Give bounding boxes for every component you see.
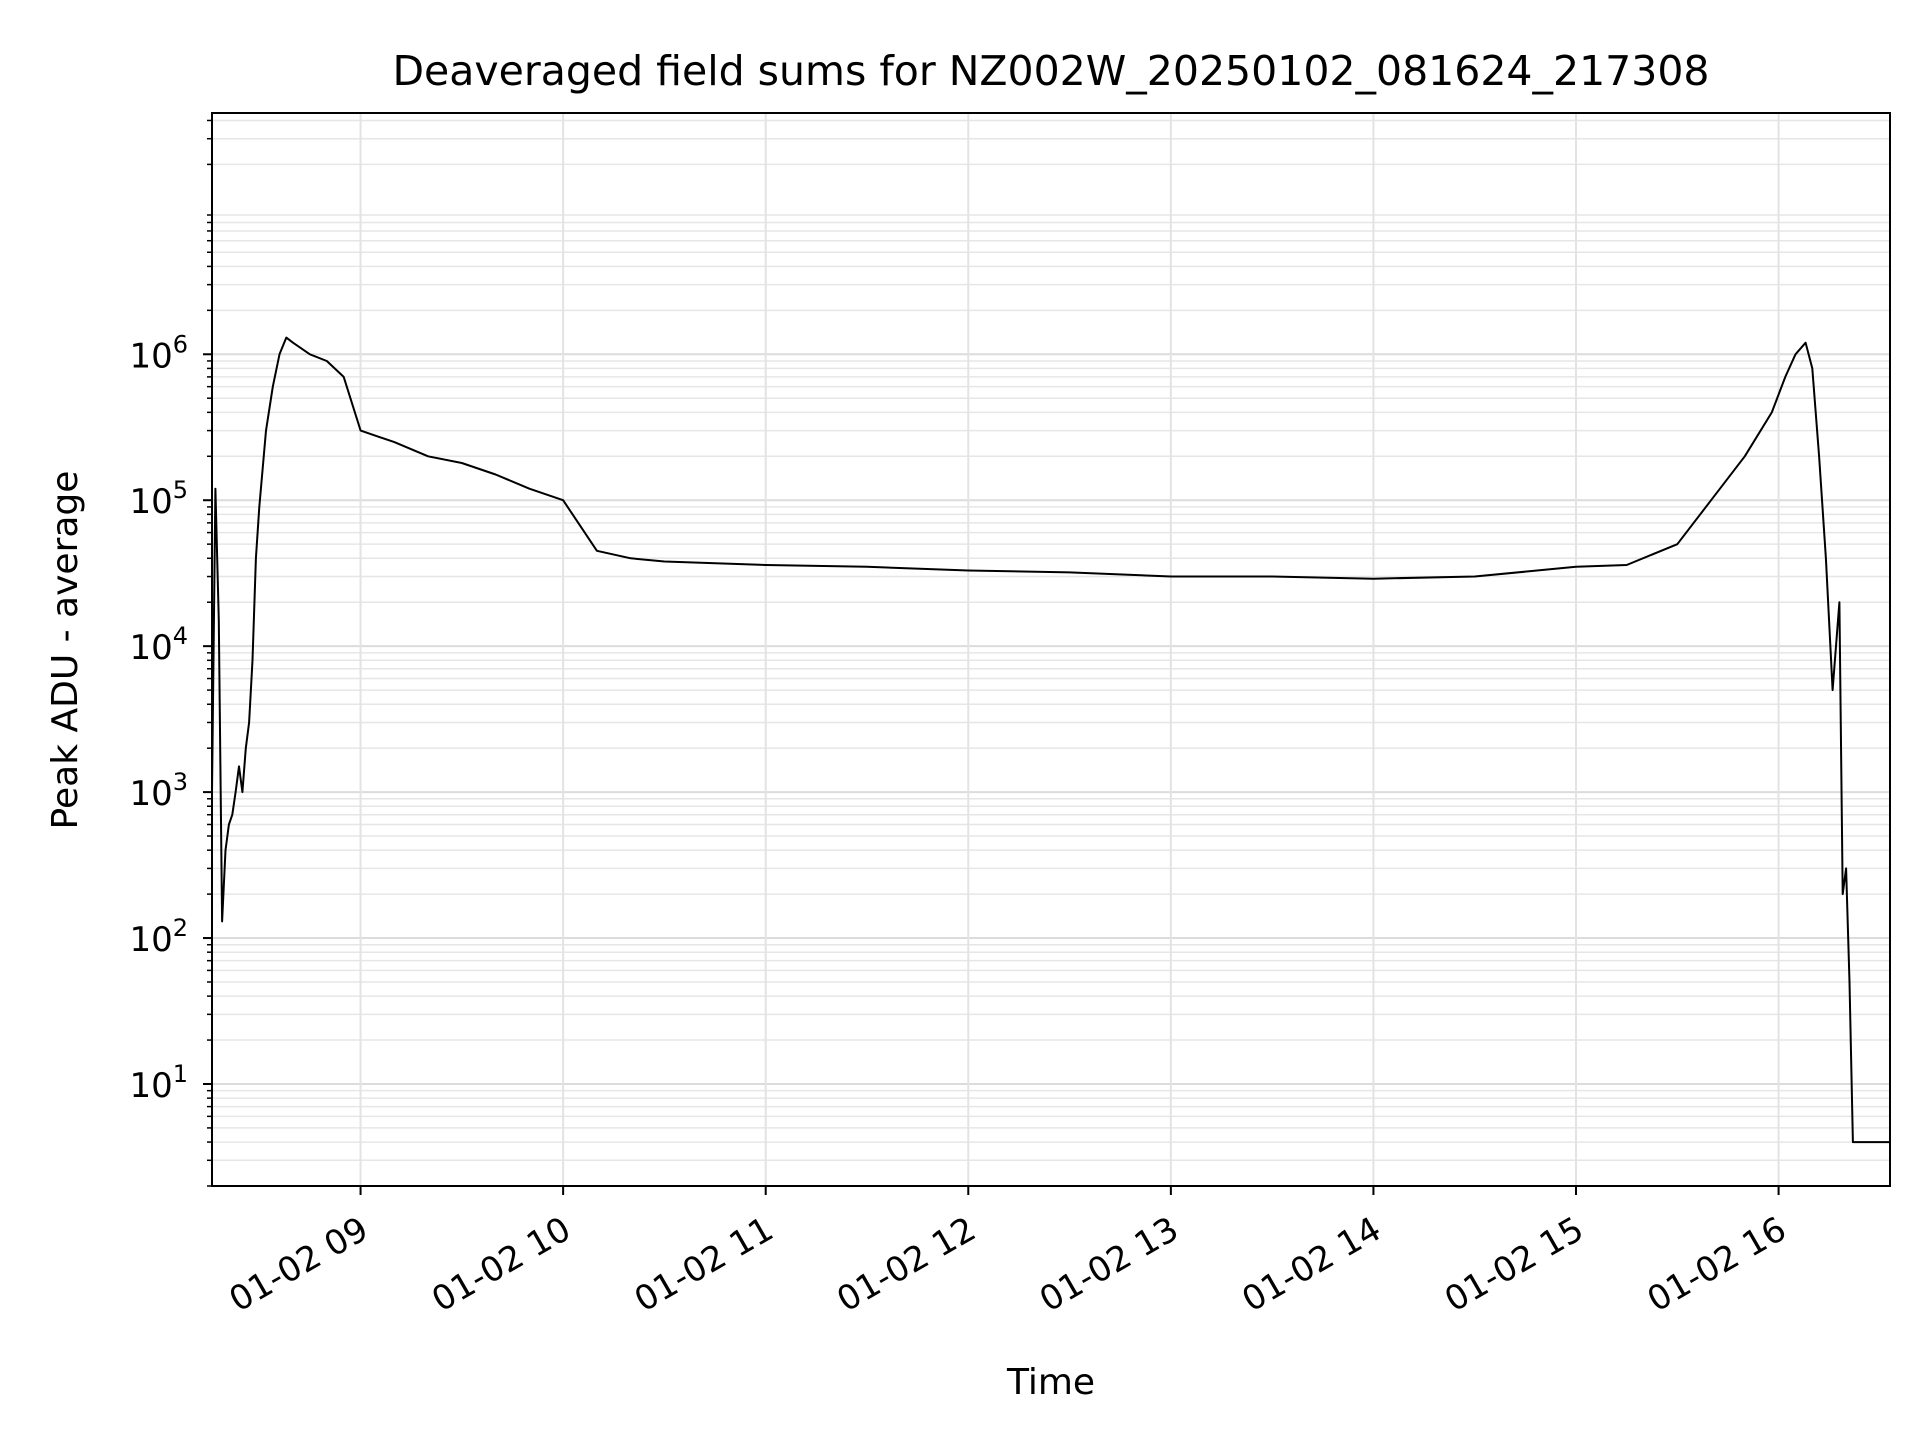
y-tick-label: 104 [129,622,188,668]
y-tick-base: 10 [129,628,172,668]
y-tick-label: 106 [129,330,188,376]
y-tick-exponent: 1 [173,1060,188,1088]
y-axis-label: Peak ADU - average [45,471,86,830]
y-tick-label: 102 [129,914,188,960]
x-axis-label: Time [1006,1362,1095,1403]
y-tick-exponent: 5 [173,476,188,504]
y-tick-base: 10 [129,482,172,522]
y-tick-label: 103 [129,768,188,814]
series-line [211,336,1890,1144]
plot-area [211,336,1890,1144]
plot-frame [211,112,1891,1187]
y-tick-exponent: 4 [173,622,188,650]
y-tick-exponent: 3 [173,768,188,796]
y-tick-exponent: 6 [173,330,188,358]
y-tick-label: 101 [129,1060,188,1106]
grid [212,113,1890,1187]
y-tick-base: 10 [129,336,172,376]
y-tick-base: 10 [129,774,172,814]
chart-title: Deaveraged field sums for NZ002W_2025010… [392,47,1709,95]
y-tick-base: 10 [129,920,172,960]
y-tick-base: 10 [129,1066,172,1106]
y-tick-exponent: 2 [173,914,188,942]
y-tick-label: 105 [129,476,188,522]
